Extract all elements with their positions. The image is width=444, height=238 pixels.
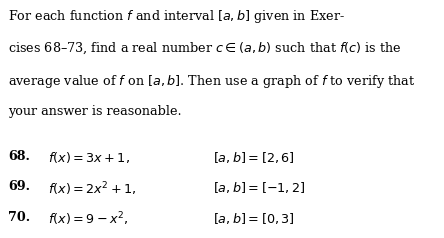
Text: $[a, b] = [0, 3]$: $[a, b] = [0, 3]$ (213, 211, 295, 226)
Text: $[a, b] = [2, 6]$: $[a, b] = [2, 6]$ (213, 150, 295, 165)
Text: $[a, b] = [-1, 2]$: $[a, b] = [-1, 2]$ (213, 180, 305, 195)
Text: $f(x) = 3x + 1,$: $f(x) = 3x + 1,$ (48, 150, 130, 165)
Text: cises 68–73, find a real number $c \in (a, b)$ such that $f(c)$ is the: cises 68–73, find a real number $c \in (… (8, 40, 402, 56)
Text: 68.: 68. (8, 150, 30, 163)
Text: For each function $f$ and interval $[a, b]$ given in Exer-: For each function $f$ and interval $[a, … (8, 8, 345, 25)
Text: 70.: 70. (8, 211, 30, 224)
Text: $f(x) = 2x^2 + 1,$: $f(x) = 2x^2 + 1,$ (48, 180, 136, 198)
Text: $f(x) = 9 - x^2,$: $f(x) = 9 - x^2,$ (48, 211, 128, 228)
Text: your answer is reasonable.: your answer is reasonable. (8, 105, 182, 118)
Text: average value of $f$ on $[a, b]$. Then use a graph of $f$ to verify that: average value of $f$ on $[a, b]$. Then u… (8, 73, 416, 89)
Text: 69.: 69. (8, 180, 30, 193)
